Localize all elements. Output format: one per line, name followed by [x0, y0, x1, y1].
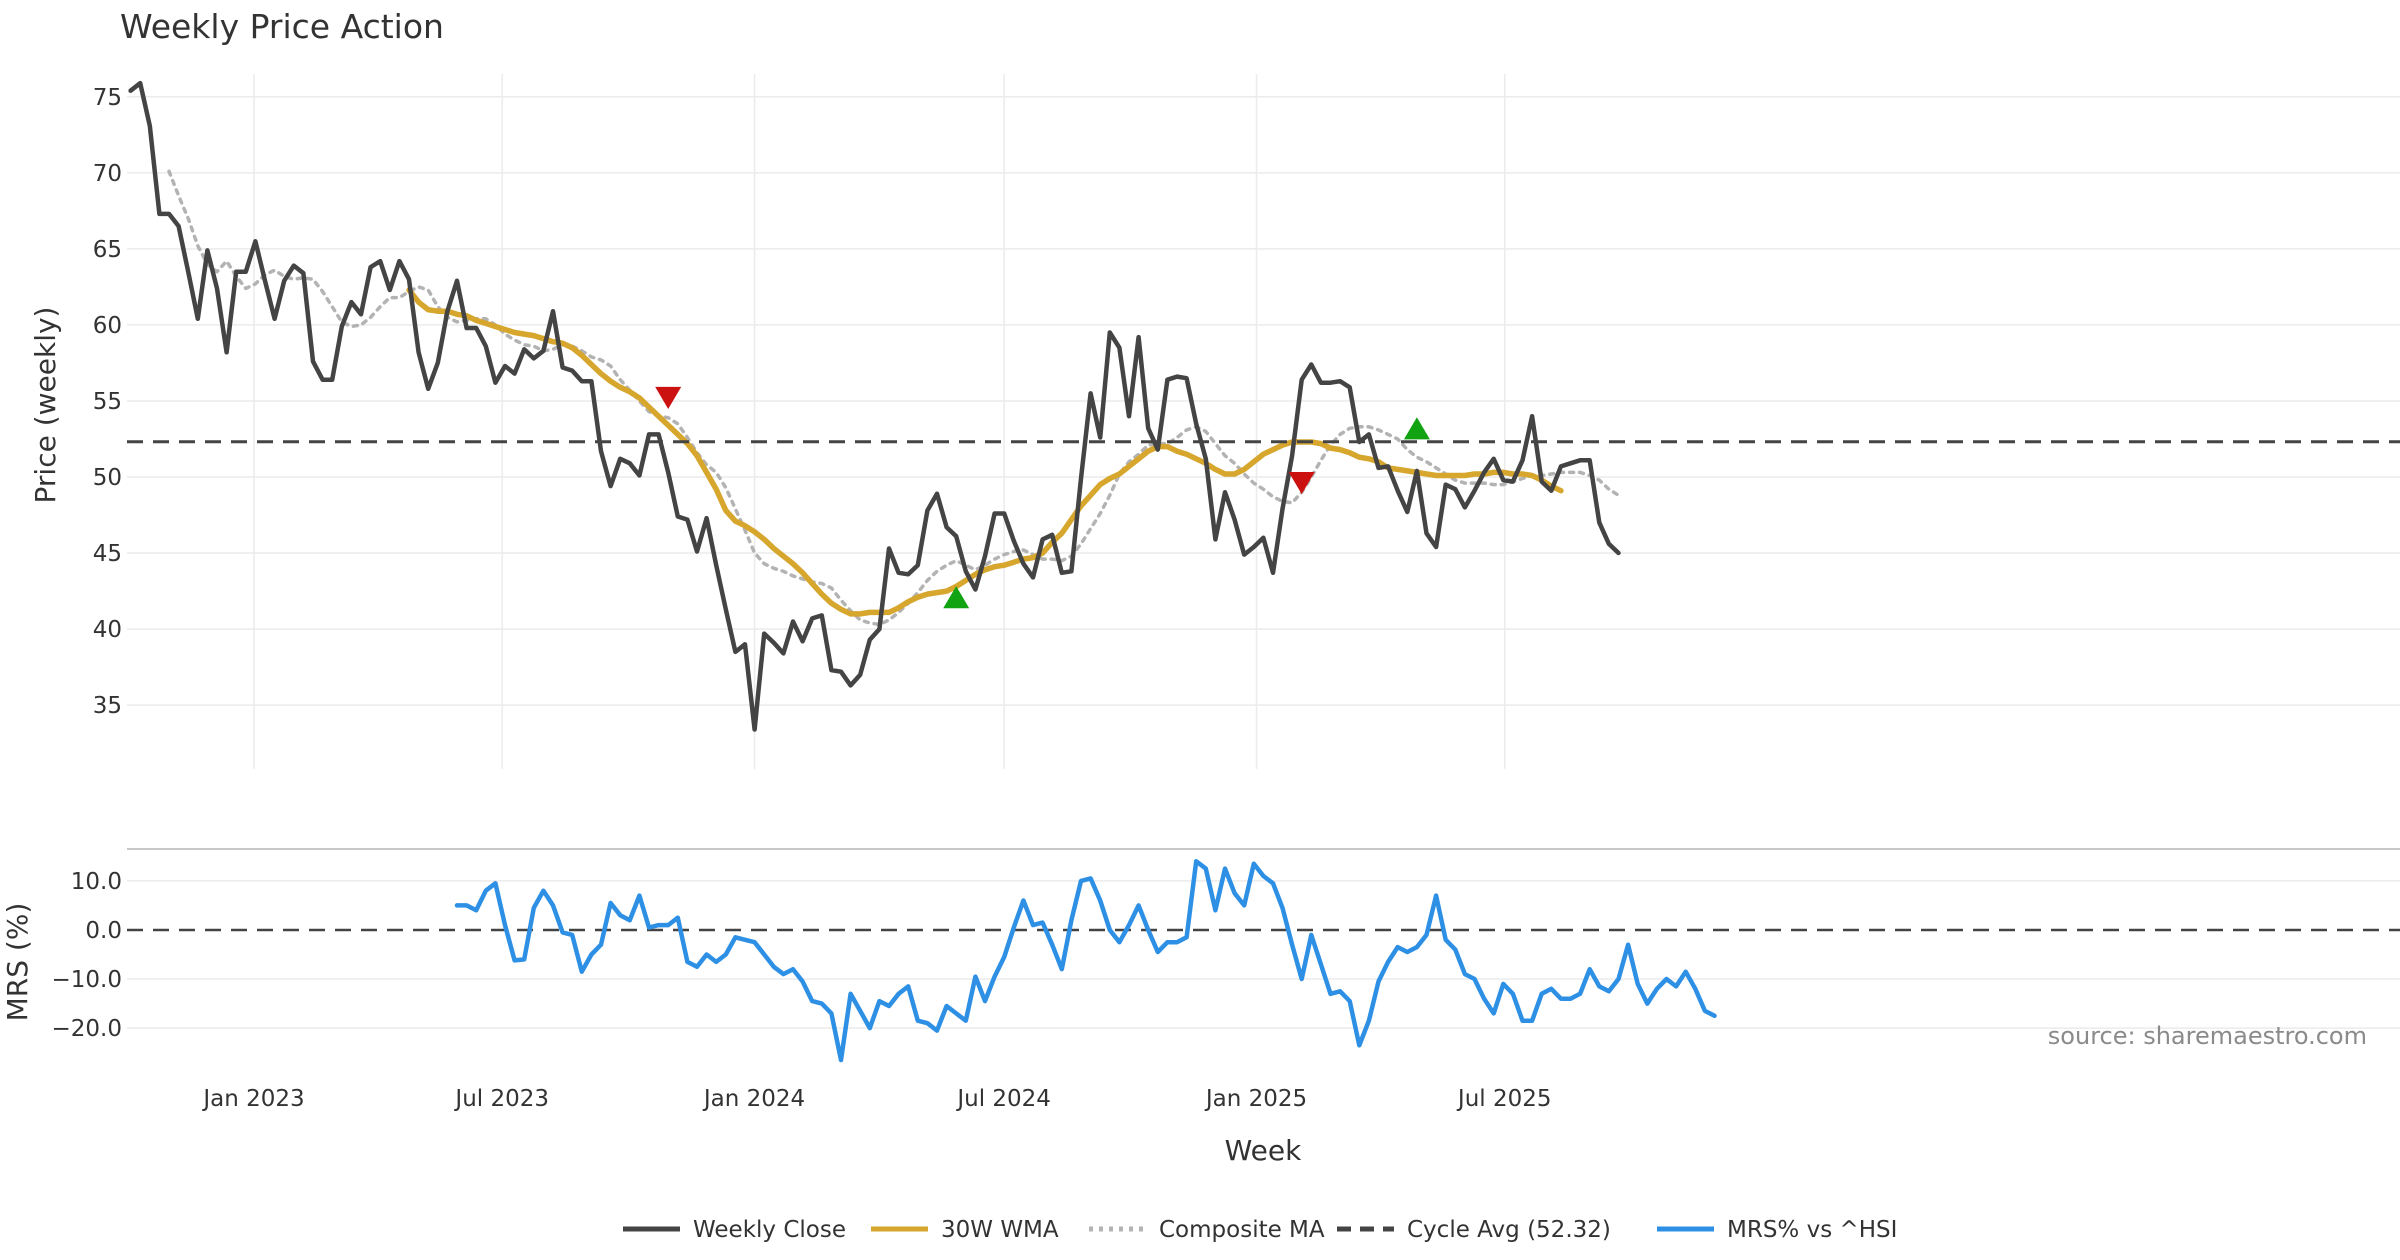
series-mrs-line [454, 859, 1717, 1063]
legend-entry: Composite MA [1089, 1217, 1325, 1243]
price-series-lines [127, 80, 2400, 732]
price-y-tick-label: 60 [93, 313, 122, 339]
legend-label: 30W WMA [941, 1217, 1059, 1243]
legend-entry: MRS% vs ^HSI [1657, 1217, 1897, 1243]
price-y-tick-label: 75 [93, 85, 122, 111]
signal-markers [655, 386, 1430, 609]
sell-signal-marker [655, 386, 682, 409]
x-axis-title: Week [1225, 1134, 1302, 1167]
price-y-tick-labels: 35 40 45 50 55 60 65 70 75 [93, 85, 122, 719]
x-tick-label: Jan 2025 [1204, 1086, 1307, 1112]
mrs-y-tick-label: 0.0 [85, 918, 122, 944]
price-gridlines [127, 74, 2400, 769]
price-y-axis-title: Price (weekly) [29, 307, 62, 504]
price-y-tick-label: 40 [93, 617, 122, 643]
mrs-y-tick-label: −10.0 [52, 967, 122, 993]
legend-label: Weekly Close [693, 1217, 846, 1243]
legend-label: MRS% vs ^HSI [1727, 1217, 1897, 1243]
series-30w-wma-line [406, 287, 1564, 617]
mrs-y-tick-labels: −20.0 −10.0 0.0 10.0 [52, 869, 122, 1042]
price-y-tick-label: 50 [93, 465, 122, 491]
mrs-y-tick-label: −20.0 [52, 1016, 122, 1042]
legend-label: Composite MA [1159, 1217, 1325, 1243]
x-tick-label: Jul 2025 [1456, 1086, 1552, 1112]
price-y-tick-label: 65 [93, 237, 122, 263]
x-tick-label: Jan 2024 [702, 1086, 805, 1112]
sell-signal-marker [1288, 472, 1315, 495]
chart-title: Weekly Price Action [120, 7, 444, 46]
price-panel: 35 40 45 50 55 60 65 70 75 Price (weekly) [29, 74, 2400, 769]
mrs-gridlines [127, 880, 2400, 1029]
source-credit: source: sharemaestro.com [2048, 1022, 2367, 1050]
legend-entry: Cycle Avg (52.32) [1337, 1217, 1611, 1243]
buy-signal-marker [1403, 417, 1430, 440]
price-y-tick-label: 55 [93, 389, 122, 415]
mrs-series-lines [454, 859, 1717, 1063]
legend-entry: Weekly Close [623, 1217, 846, 1243]
buy-signal-marker [943, 586, 970, 609]
price-y-tick-label: 35 [93, 693, 122, 719]
series-weekly-close-line [128, 80, 1621, 732]
x-axis: Jan 2023 Jul 2023 Jan 2024 Jul 2024 Jan 2025… [201, 1086, 1551, 1167]
legend-entry: 30W WMA [871, 1217, 1059, 1243]
x-tick-label: Jul 2024 [955, 1086, 1051, 1112]
legend-label: Cycle Avg (52.32) [1407, 1217, 1611, 1243]
x-tick-label: Jan 2023 [201, 1086, 304, 1112]
price-y-tick-label: 45 [93, 541, 122, 567]
x-tick-label: Jul 2023 [453, 1086, 549, 1112]
price-y-tick-label: 70 [93, 161, 122, 187]
legend: Weekly Close 30W WMA Composite MA Cycle Avg… [623, 1217, 1897, 1243]
mrs-y-axis-title: MRS (%) [1, 903, 34, 1022]
mrs-panel: −20.0 −10.0 0.0 10.0 MRS (%) source: sharem… [1, 848, 2400, 1063]
mrs-y-tick-label: 10.0 [71, 869, 122, 895]
x-tick-labels: Jan 2023 Jul 2023 Jan 2024 Jul 2024 Jan 2025… [201, 1086, 1551, 1112]
